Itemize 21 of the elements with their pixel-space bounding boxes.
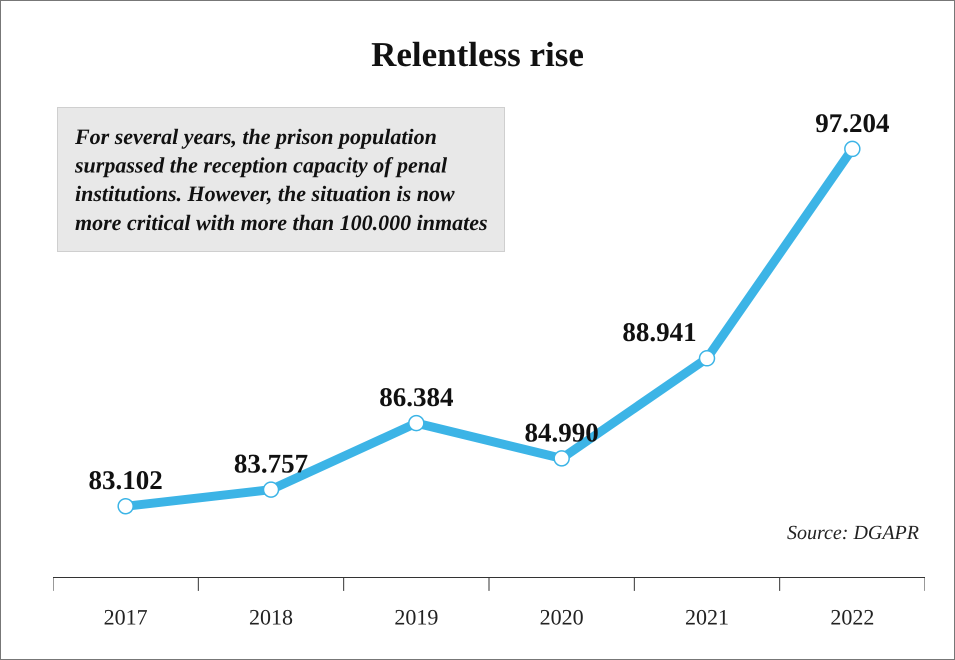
data-label: 83.102 [88,465,163,496]
point [844,140,861,158]
data-label: 84.990 [524,417,599,448]
point [408,414,425,432]
annotation: For several years, the prison population surpassed the reception capacity of penal institutions. However, the situation is now more critical with more than 100.000 inmates [74,124,488,235]
data-label: 88.941 [622,317,697,348]
data-label: 83.757 [234,448,308,479]
chart-title: Relentless rise [371,34,584,74]
x-tick-label: 2022 [830,604,874,630]
x-tick-label: 2017 [104,604,148,630]
point [117,498,134,514]
source-note: Source: DGAPR [787,522,919,544]
x-tick-label: 2019 [394,604,438,630]
x-tick-label: 2020 [540,604,584,630]
point [553,450,570,467]
data-label: 86.384 [379,382,454,412]
x-tick-label: 2021 [685,604,729,630]
x-tick-label: 2018 [249,604,293,630]
point [262,481,280,498]
data-label: 97.204 [815,108,890,138]
point [698,350,716,367]
